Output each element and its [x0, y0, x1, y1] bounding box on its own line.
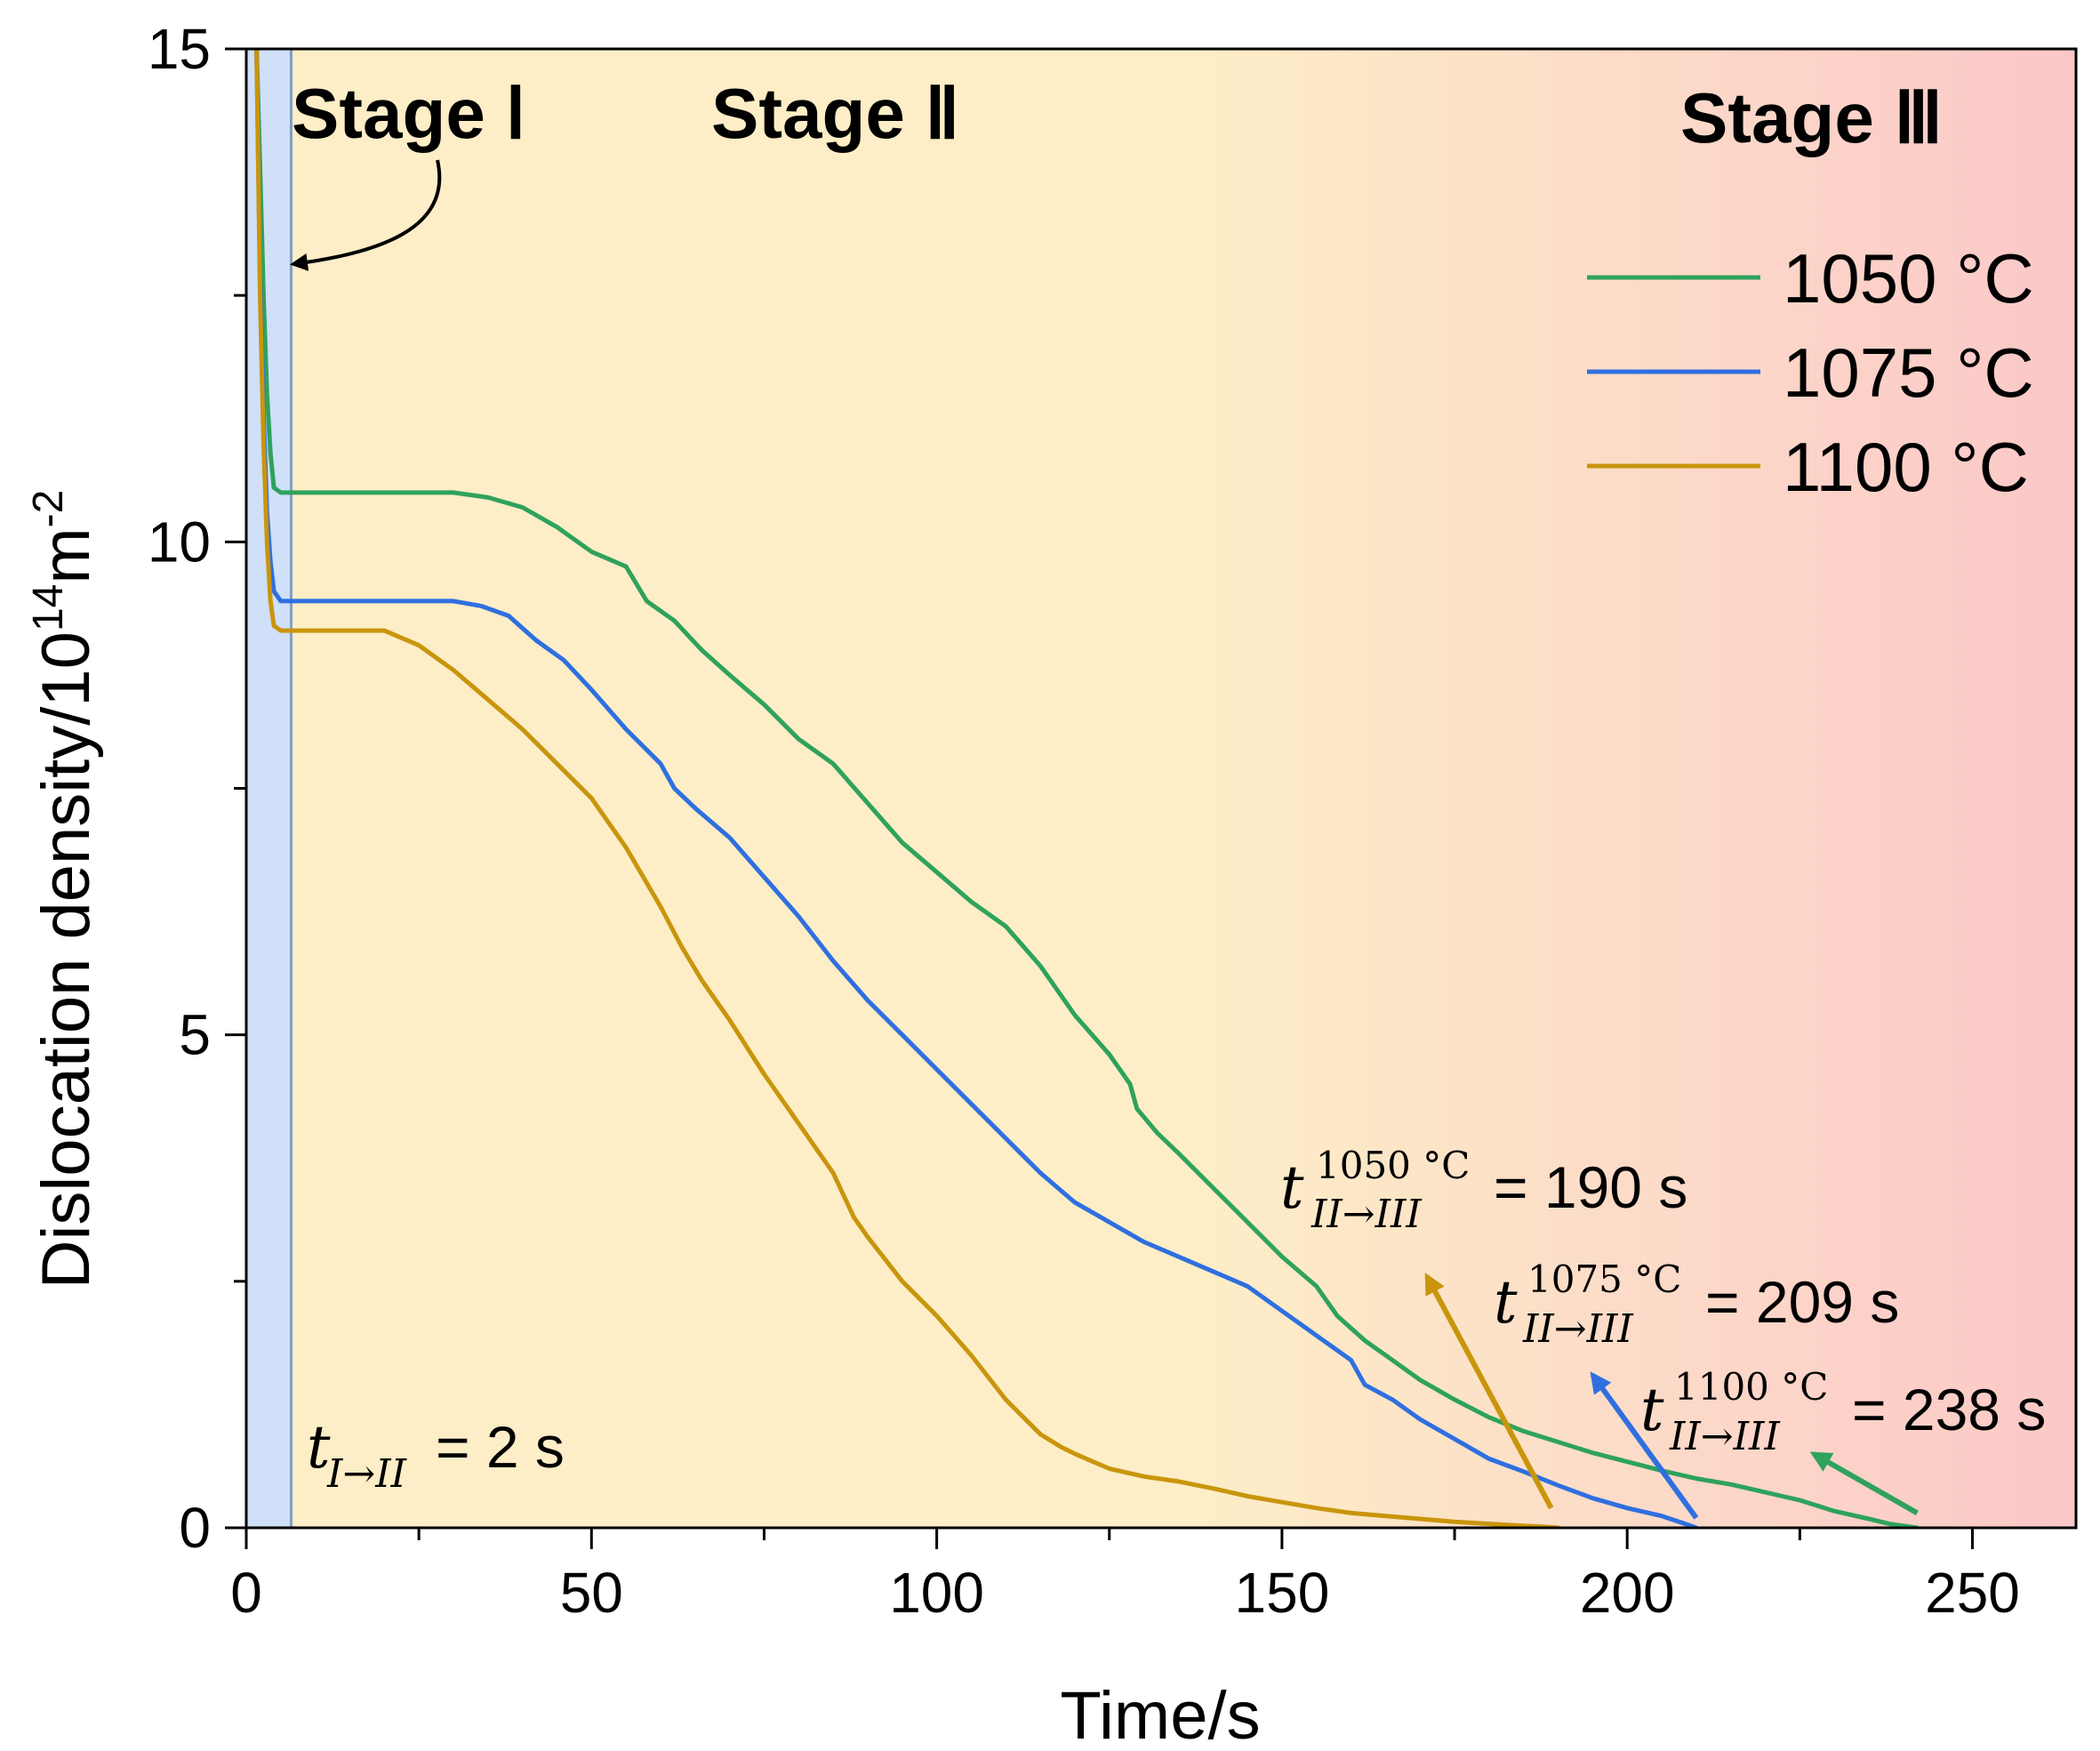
- x-axis: 0 50 100 150 200 250: [230, 1528, 2020, 1625]
- svg-text:II→III: II→III: [1522, 1306, 1634, 1352]
- transition-arrows: [1424, 1273, 1919, 1520]
- annotation-1075-transition: t 1075 °C II→III = 209 s: [1494, 1257, 1899, 1352]
- svg-text:t: t: [307, 1413, 331, 1482]
- svg-text:= 209 s: = 209 s: [1705, 1269, 1899, 1335]
- svg-text:1075 °C: 1075 °C: [1527, 1257, 1681, 1301]
- x-tick-label: 250: [1925, 1561, 2020, 1625]
- stage-i-label: Stage Ⅰ: [292, 74, 526, 153]
- stage-i-pointer-arrow: [290, 159, 442, 271]
- x-tick-label: 50: [560, 1561, 623, 1625]
- stage-i-background: [246, 49, 292, 1528]
- stage-ii-iii-background: [246, 49, 2076, 1528]
- transition-arrow-1100: [1809, 1451, 1919, 1515]
- svg-text:t: t: [1494, 1268, 1518, 1337]
- x-tick-label: 200: [1580, 1561, 1675, 1625]
- series-line-1075: [254, 49, 1699, 1528]
- x-tick-label: 100: [889, 1561, 984, 1625]
- svg-text:= 238 s: = 238 s: [1852, 1377, 2046, 1442]
- series-lines: [254, 49, 1920, 1528]
- svg-text:t: t: [1280, 1153, 1304, 1222]
- svg-text:I→II: I→II: [326, 1451, 408, 1497]
- stage-iii-label: Stage Ⅲ: [1680, 78, 1943, 157]
- x-axis-title: Time/s: [1060, 1678, 1260, 1751]
- svg-text:II→III: II→III: [1669, 1414, 1781, 1459]
- series-line-1050: [254, 49, 1920, 1528]
- legend: 1050 °C 1075 °C 1100 °C: [1587, 239, 2034, 506]
- svg-text:= 190 s: = 190 s: [1494, 1154, 1687, 1220]
- y-tick-label: 10: [148, 510, 211, 574]
- transition-arrow-1075: [1590, 1371, 1699, 1520]
- x-tick-label: 150: [1235, 1561, 1330, 1625]
- svg-text:1100 °C: 1100 °C: [1674, 1365, 1828, 1409]
- y-tick-label: 0: [179, 1496, 211, 1560]
- x-tick-label: 0: [230, 1561, 262, 1625]
- y-axis-title: Dislocation density/1014m-2: [25, 490, 104, 1289]
- legend-label-1050: 1050 °C: [1783, 239, 2034, 317]
- legend-label-1075: 1075 °C: [1783, 333, 2034, 412]
- legend-label-1100: 1100 °C: [1783, 428, 2029, 506]
- svg-text:II→III: II→III: [1310, 1192, 1423, 1237]
- series-line-1100: [254, 49, 1560, 1528]
- svg-text:= 2 s: = 2 s: [436, 1414, 565, 1480]
- y-tick-label: 5: [179, 1003, 211, 1067]
- annotation-1050-transition: t 1050 °C II→III = 190 s: [1280, 1144, 1687, 1237]
- annotation-1100-transition: t 1100 °C II→III = 238 s: [1640, 1365, 2046, 1459]
- annotation-stage-i-transition: t I→II = 2 s: [307, 1413, 565, 1497]
- svg-text:t: t: [1640, 1376, 1664, 1444]
- y-tick-label: 15: [148, 17, 211, 81]
- stage-ii-label: Stage Ⅱ: [711, 74, 959, 153]
- y-axis: 0 5 10 15: [148, 17, 246, 1560]
- plot-area: [244, 47, 2078, 1530]
- transition-arrow-1050: [1424, 1273, 1554, 1510]
- svg-text:1050 °C: 1050 °C: [1316, 1144, 1470, 1187]
